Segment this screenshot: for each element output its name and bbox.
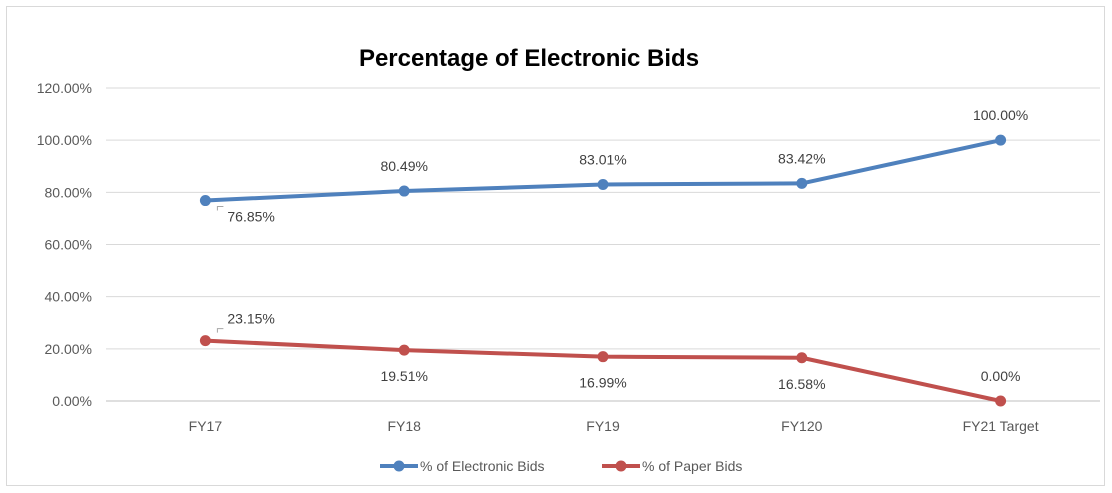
electronic-bids-point <box>995 134 1007 146</box>
legend-electronic-bids: % of Electronic Bids <box>420 458 545 474</box>
paper-bids-data-label: 0.00% <box>981 368 1021 384</box>
x-axis-tick-labels: FY17 FY18 FY19 FY120 FY21 Target <box>189 418 1039 434</box>
paper-bids-point <box>597 351 609 363</box>
electronic-bids-data-label: 80.49% <box>380 158 427 174</box>
legend: % of Electronic Bids % of Paper Bids <box>380 458 742 474</box>
electronic-bids-point <box>398 185 410 197</box>
y-tick-label: 20.00% <box>45 341 92 357</box>
y-tick-label: 100.00% <box>37 132 92 148</box>
paper-bids-point <box>796 352 808 364</box>
data-label-leader <box>216 206 224 211</box>
legend-paper-bids: % of Paper Bids <box>642 458 742 474</box>
paper-bids-point <box>398 344 410 356</box>
chart-frame <box>6 6 1105 486</box>
y-tick-label: 80.00% <box>45 184 92 200</box>
data-label-leader <box>216 328 224 333</box>
electronic-bids-line <box>203 138 1003 203</box>
paper-bids-data-label: 16.99% <box>579 375 626 391</box>
x-tick-label: FY19 <box>586 418 620 434</box>
electronic-bids-data-label: 83.01% <box>579 151 626 167</box>
electronic-bids-point <box>796 177 808 189</box>
electronic-bids-data-label: 76.85% <box>227 209 274 225</box>
y-tick-label: 0.00% <box>52 393 92 409</box>
x-tick-label: FY120 <box>781 418 822 434</box>
electronic-bids-point <box>597 178 609 190</box>
paper-bids-point <box>199 335 211 347</box>
legend-marker <box>393 460 405 472</box>
gridlines <box>106 87 1100 402</box>
paper-bids-line <box>203 338 1003 403</box>
x-tick-label: FY21 Target <box>963 418 1039 434</box>
data-labels: 76.85% 80.49% 83.01% 83.42% 100.00% 23.15% 19.… <box>216 107 1028 392</box>
paper-bids-point <box>995 395 1007 407</box>
electronic-bids-data-label: 83.42% <box>778 150 825 166</box>
x-tick-label: FY18 <box>387 418 421 434</box>
y-axis-tick-labels: 0.00% 20.00% 40.00% 60.00% 80.00% 100.00% 120.… <box>37 80 92 409</box>
paper-bids-data-label: 16.58% <box>778 376 825 392</box>
y-tick-label: 120.00% <box>37 80 92 96</box>
chart-title: Percentage of Electronic Bids <box>359 45 699 72</box>
x-tick-label: FY17 <box>189 418 223 434</box>
paper-bids-data-label: 23.15% <box>227 311 274 327</box>
y-tick-label: 60.00% <box>45 237 92 253</box>
electronic-bids-data-label: 100.00% <box>973 107 1028 123</box>
y-tick-label: 40.00% <box>45 289 92 305</box>
series-lines <box>199 134 1007 407</box>
electronic-bids-point <box>199 195 211 207</box>
paper-bids-data-label: 19.51% <box>380 368 427 384</box>
legend-marker <box>615 460 627 472</box>
